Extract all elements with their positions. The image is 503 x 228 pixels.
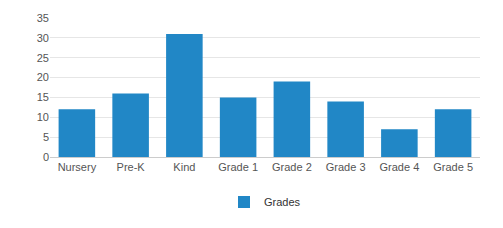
svg-text:Nursery: Nursery [58, 161, 97, 173]
svg-text:Kind: Kind [173, 161, 195, 173]
svg-text:15: 15 [37, 91, 49, 103]
svg-text:Grade 2: Grade 2 [272, 161, 312, 173]
svg-text:25: 25 [37, 52, 49, 64]
svg-text:20: 20 [37, 71, 49, 83]
svg-text:35: 35 [37, 12, 49, 24]
svg-text:Grades: Grades [264, 196, 301, 208]
svg-text:Pre-K: Pre-K [117, 161, 146, 173]
svg-text:0: 0 [43, 151, 49, 163]
svg-text:10: 10 [37, 111, 49, 123]
svg-text:Grade 1: Grade 1 [218, 161, 258, 173]
svg-text:Grade 3: Grade 3 [326, 161, 366, 173]
svg-text:30: 30 [37, 32, 49, 44]
svg-text:Grade 4: Grade 4 [380, 161, 420, 173]
svg-text:5: 5 [43, 131, 49, 143]
svg-text:Grade 5: Grade 5 [433, 161, 473, 173]
